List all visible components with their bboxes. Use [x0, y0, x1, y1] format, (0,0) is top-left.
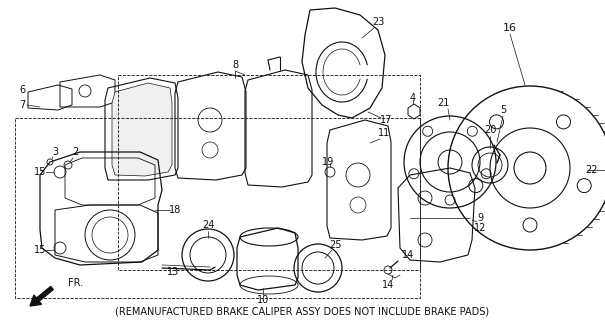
Text: 3: 3	[52, 147, 58, 157]
Text: 13: 13	[167, 267, 179, 277]
Text: 14: 14	[402, 250, 414, 260]
Text: 20: 20	[484, 125, 496, 135]
Text: 10: 10	[257, 295, 269, 305]
Text: 19: 19	[322, 157, 334, 167]
Polygon shape	[112, 83, 172, 176]
Text: 4: 4	[410, 93, 416, 103]
Text: 15: 15	[34, 167, 46, 177]
Text: 9: 9	[477, 213, 483, 223]
Text: 11: 11	[378, 128, 390, 138]
Text: (REMANUFACTURED BRAKE CALIPER ASSY DOES NOT INCLUDE BRAKE PADS): (REMANUFACTURED BRAKE CALIPER ASSY DOES …	[115, 307, 489, 317]
FancyArrow shape	[30, 286, 53, 306]
Text: 7: 7	[19, 100, 25, 110]
Text: 12: 12	[474, 223, 486, 233]
Text: 14: 14	[382, 280, 394, 290]
Text: 17: 17	[380, 115, 392, 125]
Text: 5: 5	[500, 105, 506, 115]
Text: 8: 8	[232, 60, 238, 70]
Text: 18: 18	[169, 205, 181, 215]
Text: 25: 25	[329, 240, 341, 250]
Text: 6: 6	[19, 85, 25, 95]
Text: FR.: FR.	[68, 278, 83, 288]
Text: 2: 2	[72, 147, 78, 157]
Text: 15: 15	[34, 245, 46, 255]
Text: 24: 24	[202, 220, 214, 230]
Text: 21: 21	[437, 98, 449, 108]
Text: 16: 16	[503, 23, 517, 33]
Text: 22: 22	[586, 165, 598, 175]
Text: 23: 23	[372, 17, 384, 27]
